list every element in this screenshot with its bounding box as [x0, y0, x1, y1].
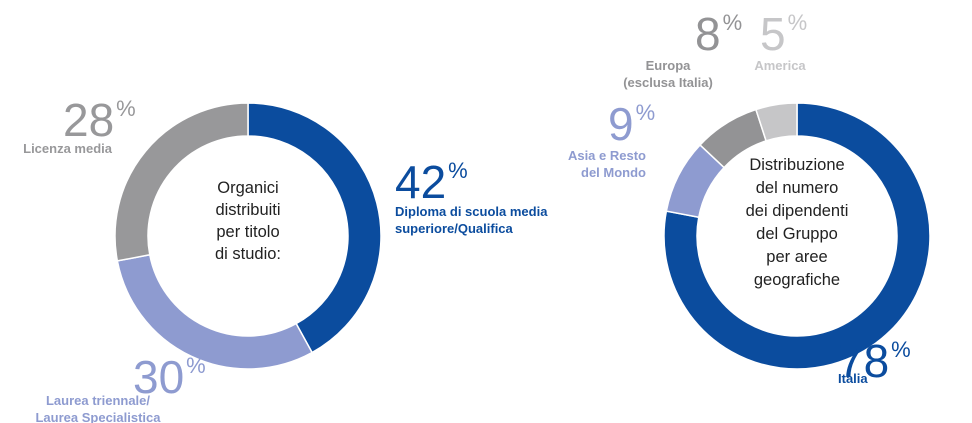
category-label: Italia	[838, 371, 868, 386]
value-label: 30	[133, 351, 184, 403]
unit-label: %	[891, 337, 911, 362]
unit-label: %	[788, 10, 808, 35]
category-label: Asia e Resto	[568, 148, 646, 163]
category-label: America	[754, 58, 806, 73]
center-title: per aree	[766, 248, 827, 266]
unit-label: %	[448, 158, 468, 183]
center-title: Distribuzione	[749, 156, 844, 174]
unit-label: %	[636, 100, 656, 125]
donut-segment	[247, 102, 382, 354]
category-label: Laurea Specialistica	[35, 410, 161, 423]
category-label: superiore/Qualifica	[395, 221, 514, 236]
value-label: 42	[395, 156, 446, 208]
center-title: per titolo	[216, 223, 279, 241]
value-label: 78	[838, 335, 889, 387]
unit-label: %	[116, 96, 136, 121]
category-label: Licenza media	[23, 141, 113, 156]
unit-label: %	[723, 10, 743, 35]
center-title: dei dipendenti	[746, 202, 849, 220]
category-label: del Mondo	[581, 165, 646, 180]
center-title: di studio:	[215, 245, 281, 263]
category-label: Diploma di scuola media	[395, 204, 548, 219]
category-label: Europa	[646, 58, 692, 73]
unit-label: %	[186, 353, 206, 378]
center-title: geografiche	[754, 271, 840, 289]
value-label: 5	[760, 8, 786, 60]
donut-segment	[114, 102, 249, 262]
center-title: del numero	[756, 179, 839, 197]
donut-segment	[663, 102, 931, 370]
category-label: (esclusa Italia)	[623, 75, 713, 90]
donut-segment	[754, 102, 798, 142]
value-label: 28	[63, 94, 114, 146]
center-title: del Gruppo	[756, 225, 838, 243]
value-label: 9	[608, 98, 634, 150]
value-label: 8	[695, 8, 721, 60]
center-title: distribuiti	[215, 201, 280, 219]
category-label: Laurea triennale/	[46, 393, 150, 408]
center-title: Organici	[217, 179, 278, 197]
